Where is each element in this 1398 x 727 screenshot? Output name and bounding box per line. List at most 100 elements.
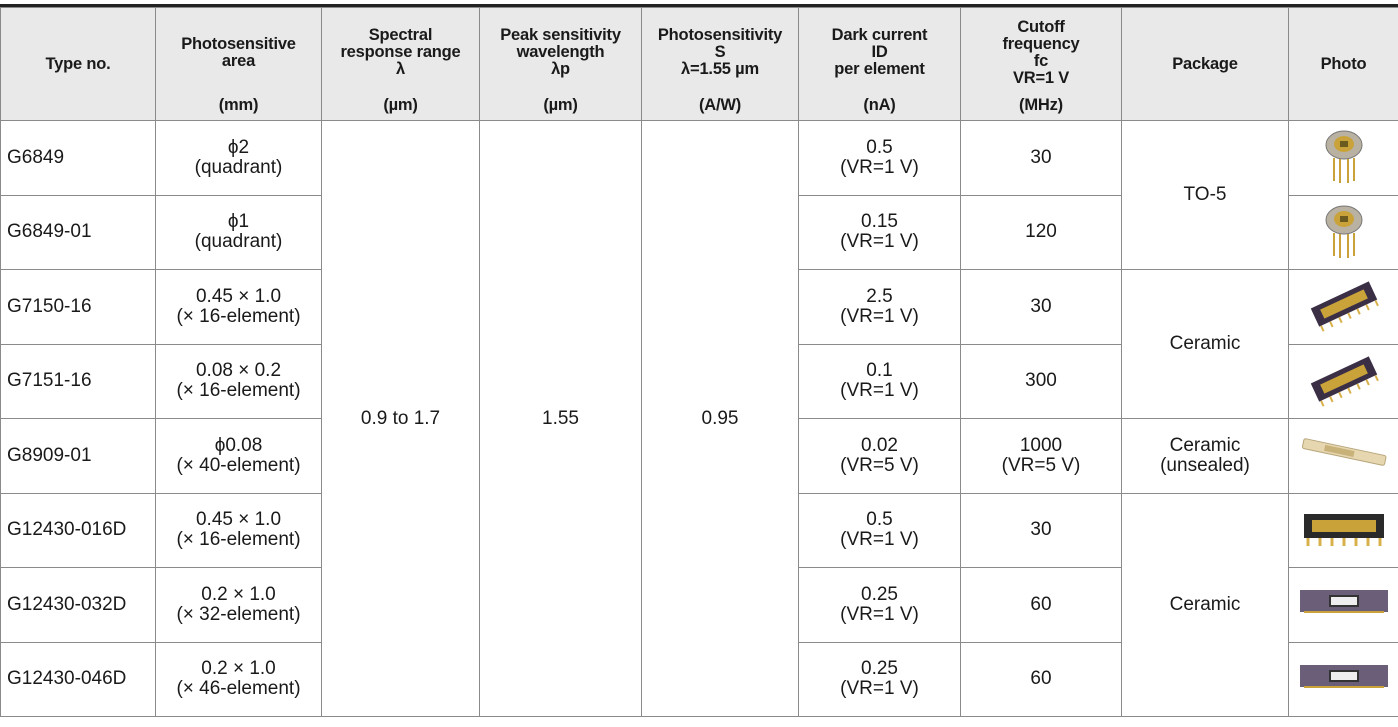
cutoff: 30 <box>961 270 1122 345</box>
dark-line: (VR=1 V) <box>799 679 960 699</box>
header-content: Type no. <box>1 8 155 120</box>
cutoff-line: (VR=5 V) <box>961 456 1121 476</box>
dark-line: 2.5 <box>799 287 960 307</box>
header-line: λ <box>340 61 460 78</box>
cutoff: 300 <box>961 344 1122 419</box>
product-photo <box>1294 572 1394 632</box>
dark-current: 0.25(VR=1 V) <box>799 642 961 717</box>
product-photo <box>1294 423 1394 483</box>
type-no: G12430-046D <box>1 642 156 717</box>
package: Ceramic (unsealed) <box>1122 419 1289 494</box>
dark-current: 0.25(VR=1 V) <box>799 568 961 643</box>
header-lines: PhotosensitivitySλ=1.55 µm <box>658 8 782 97</box>
dark-line: (VR=1 V) <box>799 158 960 178</box>
header-unit: (µm) <box>543 97 577 120</box>
dark-current: 0.1(VR=1 V) <box>799 344 961 419</box>
photo-cell <box>1289 195 1398 270</box>
spectral-range: 0.9 to 1.7 <box>322 121 480 717</box>
product-photo <box>1294 647 1394 707</box>
area-cell: 0.08 × 0.2(× 16-element) <box>156 344 322 419</box>
area-cell: 0.2 × 1.0(× 32-element) <box>156 568 322 643</box>
area-line: (quadrant) <box>156 232 321 252</box>
header-line: response range <box>340 44 460 61</box>
area-line: 0.45 × 1.0 <box>156 510 321 530</box>
photo-cell <box>1289 419 1398 494</box>
photosensitivity: 0.95 <box>642 121 799 717</box>
area-cell: 0.45 × 1.0(× 16-element) <box>156 270 322 345</box>
area-line: (× 40-element) <box>156 456 321 476</box>
area-line: (× 46-element) <box>156 679 321 699</box>
type-no: G7151-16 <box>1 344 156 419</box>
dark-current: 2.5(VR=1 V) <box>799 270 961 345</box>
package: Ceramic <box>1122 270 1289 419</box>
area-line: 0.45 × 1.0 <box>156 287 321 307</box>
header-line: VR=1 V <box>1002 70 1079 87</box>
header-line: Photo <box>1321 56 1367 73</box>
photo-cell <box>1289 270 1398 345</box>
type-no: G12430-032D <box>1 568 156 643</box>
header-lines: Photo <box>1321 8 1367 120</box>
header-lines: Package <box>1172 8 1238 120</box>
cutoff: 60 <box>961 642 1122 717</box>
header-cell: Type no. <box>1 8 156 121</box>
dark-line: 0.1 <box>799 361 960 381</box>
cutoff-line: 120 <box>961 222 1121 242</box>
type-no: G6849 <box>1 121 156 196</box>
cutoff-line: 60 <box>961 595 1121 615</box>
header-lines: Type no. <box>45 8 110 120</box>
header-line: per element <box>832 61 928 78</box>
product-photo <box>1294 125 1394 185</box>
dark-line: 0.25 <box>799 659 960 679</box>
cutoff-line: 30 <box>961 148 1121 168</box>
header-line: Spectral <box>340 27 460 44</box>
header-line: frequency <box>1002 36 1079 53</box>
header-content: Peak sensitivitywavelengthλp(µm) <box>480 8 641 120</box>
page: Type no.Photosensitivearea(mm)Spectralre… <box>0 0 1398 727</box>
cutoff-line: 1000 <box>961 436 1121 456</box>
photo-cell <box>1289 642 1398 717</box>
header-line: ID <box>832 44 928 61</box>
photo-cell <box>1289 344 1398 419</box>
cutoff: 120 <box>961 195 1122 270</box>
area-line: 0.08 × 0.2 <box>156 361 321 381</box>
dark-current: 0.5(VR=1 V) <box>799 493 961 568</box>
cutoff-line: 30 <box>961 520 1121 540</box>
type-no: G8909-01 <box>1 419 156 494</box>
package: Ceramic <box>1122 493 1289 717</box>
area-line: 0.2 × 1.0 <box>156 659 321 679</box>
cutoff: 1000(VR=5 V) <box>961 419 1122 494</box>
photo-cell <box>1289 121 1398 196</box>
cutoff: 30 <box>961 121 1122 196</box>
cutoff-line: 30 <box>961 297 1121 317</box>
area-cell: ϕ0.08(× 40-element) <box>156 419 322 494</box>
dark-line: (VR=5 V) <box>799 456 960 476</box>
header-line: Package <box>1172 56 1238 73</box>
dark-line: 0.25 <box>799 585 960 605</box>
area-line: (× 16-element) <box>156 307 321 327</box>
dark-current: 0.15(VR=1 V) <box>799 195 961 270</box>
cutoff: 30 <box>961 493 1122 568</box>
header-line: wavelength <box>500 44 621 61</box>
type-no: G6849-01 <box>1 195 156 270</box>
dark-line: 0.15 <box>799 212 960 232</box>
product-photo <box>1294 349 1394 409</box>
header-line: area <box>181 53 296 70</box>
package: TO-5 <box>1122 121 1289 270</box>
header-content: Photo <box>1289 8 1398 120</box>
header-unit: (A/W) <box>699 97 741 120</box>
area-line: (quadrant) <box>156 158 321 178</box>
header-line: Photosensitivity <box>658 27 782 44</box>
table-body: G6849ϕ2(quadrant)0.9 to 1.71.550.950.5(V… <box>1 121 1398 717</box>
header-line: Photosensitive <box>181 36 296 53</box>
header-cell: Dark currentIDper element(nA) <box>799 8 961 121</box>
area-line: 0.2 × 1.0 <box>156 585 321 605</box>
